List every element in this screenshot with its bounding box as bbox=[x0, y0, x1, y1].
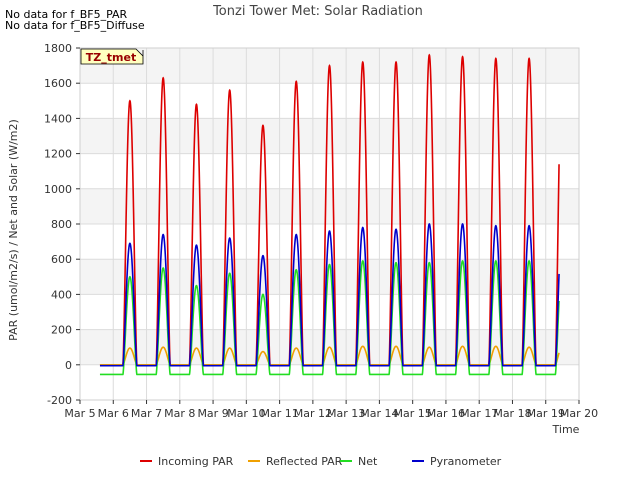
y-tick-label: 400 bbox=[51, 288, 72, 301]
x-tick-label: Mar 17 bbox=[460, 407, 498, 420]
y-tick-label: 1600 bbox=[44, 77, 72, 90]
legend-label-3: Pyranometer bbox=[430, 455, 502, 468]
series-line-2 bbox=[99, 260, 560, 376]
x-tick-label: Mar 13 bbox=[327, 407, 365, 420]
x-tick-label: Mar 12 bbox=[294, 407, 332, 420]
x-tick-label: Mar 6 bbox=[98, 407, 129, 420]
x-tick-label: Mar 19 bbox=[527, 407, 565, 420]
y-tick-label: 600 bbox=[51, 253, 72, 266]
series-layer bbox=[79, 47, 580, 401]
tag-box: TZ_tmet bbox=[80, 48, 144, 65]
tag-label: TZ_tmet bbox=[86, 51, 136, 64]
x-tick-label: Mar 5 bbox=[64, 407, 95, 420]
x-tick-label: Mar 8 bbox=[164, 407, 195, 420]
legend-label-2: Net bbox=[358, 455, 378, 468]
x-axis-label: Time bbox=[552, 423, 580, 436]
x-tick-label: Mar 9 bbox=[197, 407, 228, 420]
y-axis-ticks: -200 0 200 400 600 800 1000 1200 1400 1600 1800 bbox=[44, 42, 80, 407]
no-data-note-diffuse: No data for f_BF5_Diffuse bbox=[5, 19, 145, 32]
y-tick-label: 1000 bbox=[44, 183, 72, 196]
grid-band bbox=[80, 364, 579, 400]
x-tick-label: Mar 15 bbox=[394, 407, 432, 420]
y-tick-label: 0 bbox=[65, 359, 72, 372]
y-tick-label: 1400 bbox=[44, 112, 72, 125]
grid-band bbox=[80, 294, 579, 330]
x-tick-label: Mar 20 bbox=[560, 407, 598, 420]
x-tick-label: Mar 18 bbox=[493, 407, 531, 420]
x-tick-label: Mar 7 bbox=[131, 407, 162, 420]
y-tick-label: 200 bbox=[51, 324, 72, 337]
y-tick-label: 1800 bbox=[44, 42, 72, 55]
x-tick-label: Mar 10 bbox=[227, 407, 265, 420]
no-data-note-par: No data for f_BF5_PAR bbox=[5, 8, 128, 21]
grid-band bbox=[80, 153, 579, 189]
series-line-3 bbox=[99, 223, 560, 367]
y-tick-label: -200 bbox=[47, 394, 72, 407]
y-axis-label: PAR (umol/m2/s) / Net and Solar (W/m2) bbox=[7, 119, 20, 341]
grid-band bbox=[80, 83, 579, 119]
grid-band bbox=[80, 224, 579, 260]
grid-band bbox=[80, 118, 579, 154]
legend-label-0: Incoming PAR bbox=[158, 455, 234, 468]
legend: Incoming PAR Reflected PAR Net Pyranometer bbox=[140, 455, 502, 468]
legend-label-1: Reflected PAR bbox=[266, 455, 343, 468]
x-tick-label: Mar 14 bbox=[360, 407, 398, 420]
chart-title: Tonzi Tower Met: Solar Radiation bbox=[212, 4, 423, 19]
grid-band bbox=[80, 188, 579, 224]
y-tick-label: 800 bbox=[51, 218, 72, 231]
series-line-1 bbox=[99, 345, 560, 366]
grid-bands bbox=[80, 48, 579, 400]
y-tick-label: 1200 bbox=[44, 148, 72, 161]
x-tick-label: Mar 11 bbox=[260, 407, 298, 420]
x-tick-label: Mar 16 bbox=[427, 407, 465, 420]
